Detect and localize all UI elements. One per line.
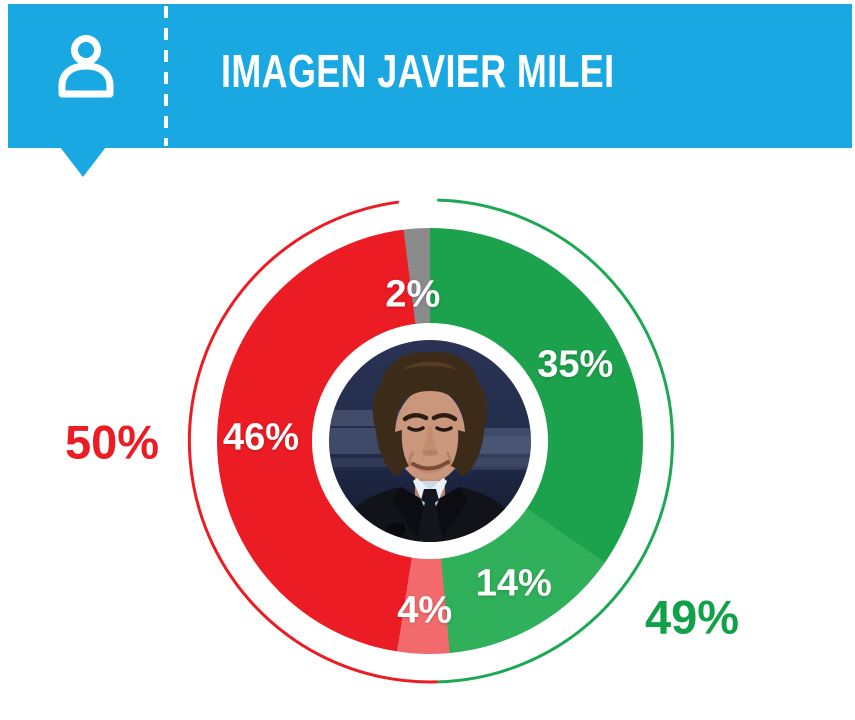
header-divider (164, 6, 168, 146)
total-label-positive: 49% (644, 590, 740, 644)
total-label-negative: 50% (64, 415, 160, 469)
green-arc (436, 198, 674, 684)
slice-label-red-main: 46% (222, 416, 300, 459)
header-bar: IMAGEN JAVIER MILEI (8, 4, 852, 148)
red-arc (187, 200, 438, 684)
slice-label-green-light: 14% (475, 562, 552, 605)
javier-milei-photo (329, 340, 531, 542)
slice-label-red-light: 4% (397, 589, 453, 632)
person-icon (56, 34, 114, 100)
page-title: IMAGEN JAVIER MILEI (221, 45, 615, 97)
slice-label-green-main: 35% (537, 343, 614, 386)
slice-label-gray: 2% (385, 273, 441, 316)
